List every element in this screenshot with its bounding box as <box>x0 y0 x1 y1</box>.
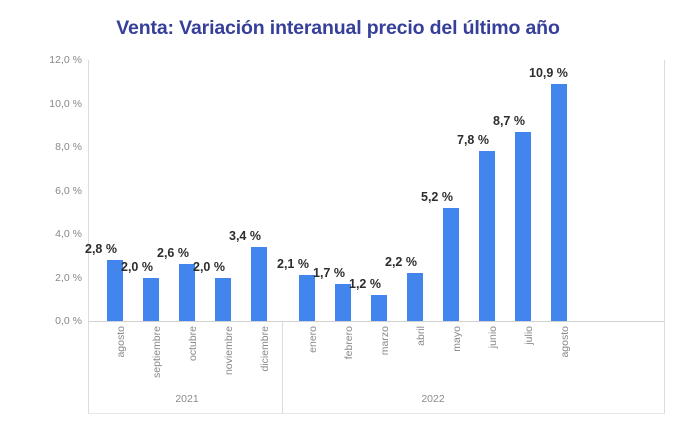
bar[interactable] <box>551 83 567 321</box>
bar[interactable] <box>479 151 495 321</box>
bar-slot: 2,6 % <box>157 60 205 321</box>
bar-value-label: 10,9 % <box>529 65 568 80</box>
group-label: 2021 <box>175 393 199 405</box>
bar-slot: 2,8 % <box>85 60 133 321</box>
bar-value-label: 2,0 % <box>193 259 225 274</box>
bar[interactable] <box>407 273 423 321</box>
category-slot: octubre <box>169 322 205 388</box>
category-label: agosto <box>559 326 571 358</box>
bar[interactable] <box>251 247 267 321</box>
chart-title: Venta: Variación interanual precio del ú… <box>116 17 560 39</box>
category-slot: abril <box>397 322 433 388</box>
category-slot: agosto <box>541 322 577 388</box>
y-axis-tick-label: 6,0 % <box>55 184 82 197</box>
bar-slot: 2,0 % <box>193 60 241 321</box>
category-slot: enero <box>289 322 325 388</box>
category-label: marzo <box>379 326 391 356</box>
bar-value-label: 2,2 % <box>385 255 417 270</box>
y-axis-tick-label: 2,0 % <box>55 271 82 284</box>
category-label: julio <box>523 326 535 345</box>
y-axis-tick-label: 4,0 % <box>55 228 82 240</box>
bar-slot: 7,8 % <box>457 60 505 321</box>
bar-value-label: 3,4 % <box>229 229 261 244</box>
bar[interactable] <box>443 207 459 321</box>
bar[interactable] <box>107 260 123 321</box>
bar[interactable] <box>143 277 159 321</box>
plot-area: 2,8 % 2,0 % 2,6 % 2,0 % 3,4 % 2,1 % 1,7 % 1,2 %… <box>85 60 665 322</box>
category-slot: febrero <box>325 322 361 388</box>
group-label: 2022 <box>421 393 445 405</box>
category-label: abril <box>415 326 427 346</box>
category-slot: julio <box>505 322 541 388</box>
bar-value-label: 1,2 % <box>349 276 381 291</box>
bar[interactable] <box>215 277 231 321</box>
group-separator <box>282 322 283 414</box>
bar-value-label: 8,7 % <box>493 113 525 128</box>
y-axis-tick-label: 8,0 % <box>55 141 82 153</box>
bar-value-label: 2,0 % <box>121 259 153 274</box>
category-label: junio <box>487 326 499 349</box>
bar[interactable] <box>299 275 315 321</box>
category-label: octubre <box>187 326 199 362</box>
category-slot: marzo <box>361 322 397 388</box>
category-label: enero <box>307 326 319 353</box>
category-slot: septiembre <box>133 322 169 388</box>
bar-value-label: 2,8 % <box>85 242 117 257</box>
category-label: septiembre <box>151 326 163 378</box>
bar-value-label: 2,6 % <box>157 246 189 261</box>
bar-slot: 5,2 % <box>421 60 469 321</box>
bar-value-label: 7,8 % <box>457 133 489 148</box>
bar-slot: 2,2 % <box>385 60 433 321</box>
bar-slot: 8,7 % <box>493 60 541 321</box>
bar[interactable] <box>179 264 195 321</box>
bar-value-label: 2,1 % <box>277 257 309 272</box>
bar-slot: 10,9 % <box>529 60 577 321</box>
bar-slot: 3,4 % <box>229 60 277 321</box>
bar-slot: 1,7 % <box>313 60 361 321</box>
category-slot: junio <box>469 322 505 388</box>
category-label: mayo <box>451 326 463 352</box>
category-label: agosto <box>115 326 127 358</box>
bar[interactable] <box>335 284 351 321</box>
category-label: noviembre <box>223 326 235 376</box>
group-axis: 2021 2022 <box>88 388 665 414</box>
bar-value-label: 1,7 % <box>313 266 345 281</box>
bar-slot: 2,0 % <box>121 60 169 321</box>
category-slot: diciembre <box>241 322 277 388</box>
y-axis-tick-label: 10,0 % <box>49 97 82 110</box>
bar-slot: 1,2 % <box>349 60 397 321</box>
category-slot: agosto <box>97 322 133 388</box>
category-slot: mayo <box>433 322 469 388</box>
y-axis: 12,0 % 10,0 % 8,0 % 6,0 % 4,0 % 2,0 % 0,0 % <box>0 54 82 335</box>
bar-slot: 2,1 % <box>277 60 325 321</box>
category-slot: noviembre <box>205 322 241 388</box>
bar-value-label: 5,2 % <box>421 189 453 204</box>
category-axis: agosto septiembre octubre noviembre diciembr… <box>88 322 665 388</box>
y-axis-tick-label: 12,0 % <box>49 54 82 66</box>
category-label: febrero <box>343 326 355 360</box>
bar[interactable] <box>515 131 531 321</box>
bar[interactable] <box>371 294 387 321</box>
category-label: diciembre <box>259 326 271 372</box>
y-axis-tick-label: 0,0 % <box>55 315 82 327</box>
